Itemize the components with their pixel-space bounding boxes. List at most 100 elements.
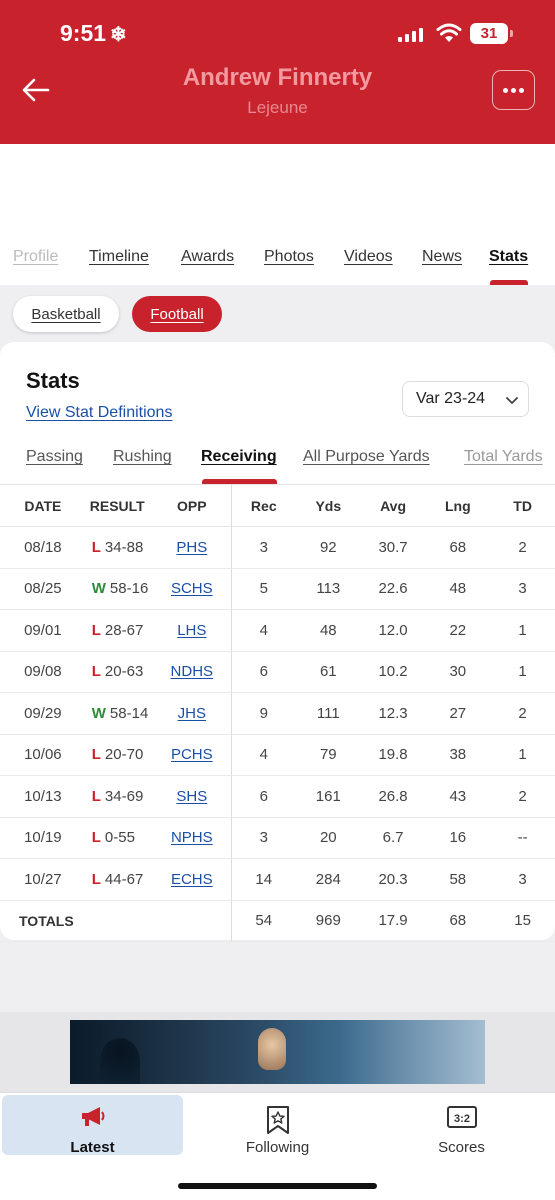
tab-photos[interactable]: Photos bbox=[264, 248, 314, 265]
result-wl: L bbox=[91, 538, 101, 556]
totals-rec: 54 bbox=[231, 900, 296, 942]
stats-heading: Stats bbox=[26, 368, 80, 393]
table-row: 08/18 L 34-88 PHS 3 92 30.7 68 2 bbox=[0, 526, 555, 569]
tab-awards[interactable]: Awards bbox=[181, 248, 235, 265]
cell-td: 2 bbox=[490, 692, 555, 735]
totals-yds: 969 bbox=[295, 900, 361, 942]
clock-text: 9:51 bbox=[60, 20, 107, 46]
basketball-pill[interactable]: Basketball bbox=[13, 296, 119, 332]
stat-definitions-link[interactable]: View Stat Definitions bbox=[26, 404, 173, 421]
cell-date: 10/19 bbox=[0, 817, 84, 859]
result-wl: L bbox=[91, 663, 101, 681]
subtab-receiving[interactable]: Receiving bbox=[201, 448, 277, 465]
cell-td: 2 bbox=[490, 775, 555, 818]
cell-lng: 58 bbox=[425, 858, 491, 901]
cell-opp: JHS bbox=[152, 692, 232, 735]
season-select[interactable]: Var 23-24 bbox=[402, 381, 529, 417]
cell-result: L 20-63 bbox=[83, 651, 153, 693]
cell-result: L 34-88 bbox=[83, 526, 153, 569]
subtab-passing[interactable]: Passing bbox=[26, 448, 83, 465]
col-td: TD bbox=[490, 484, 555, 527]
cell-result: L 34-69 bbox=[83, 775, 153, 818]
cell-date: 10/27 bbox=[0, 858, 84, 901]
cell-opp: PHS bbox=[152, 526, 232, 569]
cell-rec: 3 bbox=[231, 817, 296, 859]
cell-lng: 38 bbox=[425, 734, 491, 776]
totals-lng: 68 bbox=[425, 900, 491, 942]
table-row: 10/19 L 0-55 NPHS 3 20 6.7 16 -- bbox=[0, 817, 555, 859]
snowflake-icon: ❄ bbox=[110, 24, 127, 46]
tab-profile[interactable]: Profile bbox=[13, 248, 59, 265]
svg-text:3:2: 3:2 bbox=[454, 1113, 470, 1125]
opponent-link[interactable]: NPHS bbox=[170, 829, 213, 847]
bottom-navigation: Latest Following 3:2 Scores bbox=[0, 1092, 555, 1200]
cell-rec: 5 bbox=[231, 568, 296, 610]
cell-rec: 3 bbox=[231, 526, 296, 569]
profile-tabs: Profile Timeline Awards Photos Videos Ne… bbox=[0, 236, 555, 285]
cell-td: 3 bbox=[490, 568, 555, 610]
subtab-total-yards[interactable]: Total Yards bbox=[464, 448, 543, 465]
opponent-link[interactable]: SHS bbox=[176, 787, 208, 805]
col-date: DATE bbox=[0, 484, 84, 527]
totals-row: TOTALS 54 969 17.9 68 15 bbox=[0, 900, 555, 942]
more-options-button[interactable] bbox=[492, 70, 535, 110]
opponent-link[interactable]: NDHS bbox=[170, 663, 214, 681]
cell-td: 1 bbox=[490, 734, 555, 776]
cell-rec: 9 bbox=[231, 692, 296, 735]
tab-news[interactable]: News bbox=[422, 248, 463, 265]
result-score: 34-69 bbox=[104, 787, 144, 805]
cell-date: 10/06 bbox=[0, 734, 84, 776]
table-row: 08/25 W 58-16 SCHS 5 113 22.6 48 3 bbox=[0, 568, 555, 610]
back-arrow-icon[interactable] bbox=[20, 74, 52, 106]
cell-td: 3 bbox=[490, 858, 555, 901]
cell-yds: 48 bbox=[295, 609, 361, 652]
cell-result: L 28-67 bbox=[83, 609, 153, 652]
table-header-row: DATE RESULT OPP Rec Yds Avg Lng TD bbox=[0, 484, 555, 527]
result-wl: W bbox=[91, 580, 106, 598]
result-wl: L bbox=[91, 746, 101, 764]
nav-scores-label: Scores bbox=[438, 1139, 485, 1156]
result-wl: L bbox=[91, 621, 101, 639]
tab-stats[interactable]: Stats bbox=[489, 248, 529, 265]
active-tab-indicator bbox=[490, 280, 528, 285]
cell-avg: 12.3 bbox=[360, 692, 426, 735]
cell-lng: 22 bbox=[425, 609, 491, 652]
cell-yds: 113 bbox=[295, 568, 361, 610]
subtab-rushing[interactable]: Rushing bbox=[113, 448, 172, 465]
cell-rec: 14 bbox=[231, 858, 296, 901]
opponent-link[interactable]: PHS bbox=[176, 538, 208, 556]
stat-category-tabs: Passing Rushing Receiving All Purpose Ya… bbox=[0, 438, 555, 484]
cell-opp: ECHS bbox=[152, 858, 232, 901]
result-wl: L bbox=[91, 829, 101, 847]
status-time: 9:51 ❄ bbox=[60, 20, 127, 47]
nav-scores[interactable]: 3:2 Scores bbox=[371, 1095, 552, 1156]
result-score: 44-67 bbox=[104, 870, 144, 888]
opponent-link[interactable]: SCHS bbox=[170, 580, 213, 598]
opponent-link[interactable]: ECHS bbox=[170, 870, 213, 888]
tab-timeline[interactable]: Timeline bbox=[89, 248, 149, 265]
cell-yds: 92 bbox=[295, 526, 361, 569]
ad-banner[interactable] bbox=[70, 1020, 485, 1084]
cell-date: 08/18 bbox=[0, 526, 84, 569]
nav-latest[interactable]: Latest bbox=[2, 1095, 183, 1156]
football-pill[interactable]: Football bbox=[132, 296, 222, 332]
cell-avg: 12.0 bbox=[360, 609, 426, 652]
opponent-link[interactable]: LHS bbox=[177, 621, 207, 639]
opponent-link[interactable]: PCHS bbox=[170, 746, 213, 764]
result-score: 20-63 bbox=[104, 663, 144, 681]
tab-videos[interactable]: Videos bbox=[344, 248, 393, 265]
col-lng: Lng bbox=[425, 484, 491, 527]
season-select-value: Var 23-24 bbox=[416, 390, 486, 407]
result-wl: L bbox=[91, 870, 101, 888]
totals-avg: 17.9 bbox=[360, 900, 426, 942]
cell-opp: PCHS bbox=[152, 734, 232, 776]
ad-palm-silhouette bbox=[100, 1038, 140, 1084]
subtab-all-purpose-yards[interactable]: All Purpose Yards bbox=[303, 448, 430, 465]
ad-person-image bbox=[258, 1028, 286, 1070]
battery-tip bbox=[510, 30, 513, 37]
dot-icon bbox=[519, 87, 524, 93]
opponent-link[interactable]: JHS bbox=[177, 704, 206, 722]
cell-lng: 16 bbox=[425, 817, 491, 859]
cell-avg: 19.8 bbox=[360, 734, 426, 776]
nav-following[interactable]: Following bbox=[187, 1095, 368, 1156]
